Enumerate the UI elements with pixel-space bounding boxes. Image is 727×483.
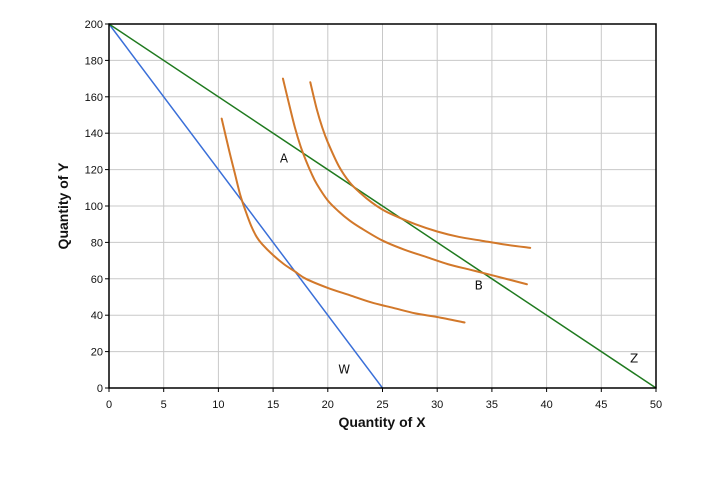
annotations: A B W Z <box>280 151 638 376</box>
y-tick-label: 120 <box>85 165 103 177</box>
tick-labels: 0 5 10 15 20 25 30 35 40 45 50 0 20 40 60 80 100 120 140 16… <box>85 19 662 411</box>
x-axis-title: Quantity of X <box>338 414 426 430</box>
indifference-curve <box>220 117 466 324</box>
y-tick-label: 60 <box>91 274 103 286</box>
x-tick-label: 20 <box>322 399 334 411</box>
y-tick-label: 0 <box>97 383 103 395</box>
x-tick-label: 35 <box>486 399 498 411</box>
y-tick-label: 100 <box>85 201 103 213</box>
x-tick-label: 0 <box>106 399 112 411</box>
annotation-label: B <box>475 279 483 293</box>
x-tick-label: 10 <box>212 399 224 411</box>
annotation-label: W <box>338 362 350 376</box>
x-tick-label: 50 <box>650 399 662 411</box>
y-tick-label: 200 <box>85 19 103 31</box>
plot-series <box>108 23 657 389</box>
x-tick-label: 15 <box>267 399 279 411</box>
x-tick-label: 25 <box>376 399 388 411</box>
y-tick-label: 140 <box>85 128 103 140</box>
y-tick-label: 160 <box>85 92 103 104</box>
annotation-label: A <box>280 151 289 165</box>
x-tick-label: 45 <box>595 399 607 411</box>
x-tick-label: 40 <box>540 399 552 411</box>
y-tick-label: 40 <box>91 310 103 322</box>
y-tick-label: 80 <box>91 237 103 249</box>
x-tick-label: 30 <box>431 399 443 411</box>
y-tick-label: 20 <box>91 347 103 359</box>
indifference-curve <box>281 77 528 286</box>
budget-line <box>108 23 384 389</box>
indifference-curve <box>309 81 532 249</box>
budget-line <box>108 23 657 389</box>
x-tick-label: 5 <box>161 399 167 411</box>
y-tick-label: 180 <box>85 55 103 67</box>
annotation-label: Z <box>630 352 638 366</box>
y-axis-title: Quantity of Y <box>55 162 71 250</box>
